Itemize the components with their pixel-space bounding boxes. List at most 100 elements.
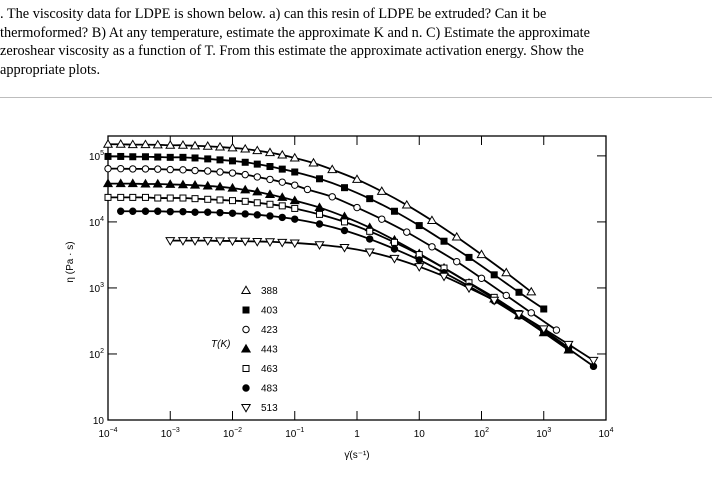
x-tick-label: 102 — [474, 427, 489, 440]
data-point-443 — [264, 189, 276, 199]
data-point-513 — [289, 239, 300, 249]
data-point-403 — [154, 153, 162, 161]
data-point-423 — [291, 181, 299, 189]
data-point-513 — [489, 296, 500, 306]
data-point-483 — [390, 245, 399, 253]
data-point-513 — [438, 272, 450, 282]
series-403K — [104, 152, 548, 313]
data-point-443 — [202, 180, 213, 190]
data-point-388 — [189, 140, 201, 150]
x-tick-label: 10−3 — [161, 427, 180, 440]
data-point-463 — [229, 197, 236, 205]
data-point-483 — [216, 208, 224, 217]
data-point-483 — [241, 210, 249, 218]
y-tick-label: 105 — [89, 150, 104, 163]
x-tick-label: 10 — [414, 429, 426, 440]
data-point-403 — [366, 195, 374, 203]
data-point-388 — [401, 199, 412, 209]
data-point-463 — [104, 193, 112, 201]
data-point-483 — [253, 211, 261, 219]
data-point-483 — [266, 212, 274, 220]
data-point-443 — [227, 182, 238, 192]
x-tick-label: 104 — [598, 427, 613, 440]
data-point-403 — [241, 158, 249, 166]
legend-marker-463 — [242, 365, 250, 372]
data-point-403 — [490, 271, 498, 279]
data-point-403 — [390, 207, 398, 215]
data-point-388 — [140, 139, 151, 149]
data-point-388 — [501, 267, 512, 277]
axes-layer — [107, 135, 607, 421]
data-point-513 — [414, 263, 425, 272]
data-point-423 — [278, 178, 286, 186]
data-point-463 — [366, 227, 374, 235]
data-point-388 — [289, 152, 300, 162]
legend-marker-388 — [240, 285, 252, 294]
data-point-443 — [314, 202, 325, 212]
data-point-463 — [241, 197, 249, 205]
data-point-513 — [463, 284, 475, 294]
legend-label-463: 463 — [261, 364, 278, 375]
data-point-403 — [266, 163, 274, 171]
legend-label-513: 513 — [261, 403, 278, 414]
data-point-388 — [277, 149, 288, 159]
data-point-443 — [214, 181, 226, 191]
legend: T(K) 388 403 423 443 463 483 513 — [211, 285, 278, 414]
data-point-513 — [240, 237, 251, 247]
data-point-443 — [252, 186, 263, 196]
legend-marker-513 — [240, 404, 252, 413]
data-point-483 — [204, 208, 212, 216]
data-point-513 — [364, 248, 375, 258]
data-point-423 — [241, 170, 249, 179]
series-483K — [117, 207, 598, 371]
data-point-483 — [291, 215, 299, 223]
y-axis-title: η (Pa · s) — [65, 241, 76, 282]
data-point-403 — [191, 154, 199, 162]
legend-marker-443 — [240, 343, 252, 353]
data-point-463 — [191, 195, 199, 203]
data-point-403 — [291, 168, 299, 176]
data-point-388 — [115, 139, 126, 148]
y-tick-label: 103 — [89, 282, 104, 295]
data-point-388 — [376, 186, 387, 195]
data-point-443 — [277, 192, 288, 201]
data-point-423 — [141, 165, 150, 173]
section-divider — [0, 97, 712, 98]
data-point-403 — [316, 175, 324, 183]
data-point-423 — [552, 326, 561, 334]
x-tick-label: 10−2 — [223, 427, 242, 440]
legend-marker-403 — [242, 306, 250, 314]
data-point-443 — [289, 195, 300, 205]
legend-label-483: 483 — [261, 384, 278, 395]
y-tick-label: 102 — [89, 348, 104, 361]
data-point-483 — [141, 207, 150, 215]
data-point-513 — [189, 237, 201, 246]
data-point-423 — [117, 164, 125, 173]
data-point-403 — [465, 253, 473, 261]
data-point-483 — [117, 207, 125, 215]
data-point-463 — [129, 193, 137, 201]
data-point-423 — [403, 228, 411, 236]
data-point-443 — [189, 179, 201, 189]
data-point-463 — [253, 199, 261, 207]
data-point-403 — [117, 152, 125, 160]
series-443K — [102, 178, 574, 354]
data-point-513 — [513, 310, 525, 320]
data-point-403 — [141, 153, 149, 161]
data-point-423 — [253, 173, 261, 181]
data-point-403 — [216, 156, 224, 164]
legend-label-423: 423 — [261, 325, 278, 336]
data-point-513 — [389, 254, 400, 264]
data-point-443 — [127, 178, 138, 188]
data-point-513 — [165, 237, 176, 246]
series-layer — [102, 139, 599, 371]
data-point-513 — [214, 237, 226, 247]
data-point-403 — [179, 153, 187, 161]
data-point-463 — [278, 202, 286, 210]
data-point-403 — [515, 288, 523, 296]
data-point-388 — [152, 139, 163, 149]
data-point-423 — [477, 274, 486, 282]
series-line-463 — [108, 196, 570, 349]
data-point-513 — [277, 238, 288, 248]
